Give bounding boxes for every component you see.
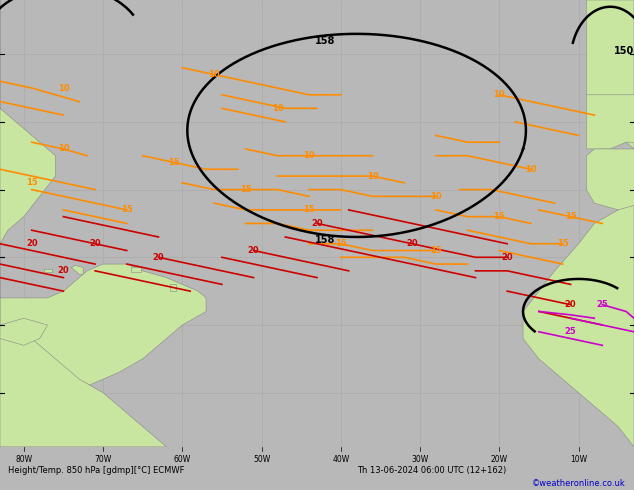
Text: 15: 15 bbox=[565, 212, 576, 221]
Polygon shape bbox=[586, 149, 634, 210]
Text: 15: 15 bbox=[121, 205, 133, 215]
Text: 10: 10 bbox=[430, 192, 442, 201]
Text: 10: 10 bbox=[208, 70, 220, 79]
Text: ©weatheronline.co.uk: ©weatheronline.co.uk bbox=[532, 479, 625, 488]
Text: 20: 20 bbox=[58, 267, 69, 275]
Text: 50W: 50W bbox=[253, 455, 270, 464]
Text: 30W: 30W bbox=[411, 455, 429, 464]
Text: 10: 10 bbox=[525, 165, 537, 174]
Text: 20: 20 bbox=[248, 246, 259, 255]
Text: 150: 150 bbox=[614, 46, 634, 56]
Text: 25: 25 bbox=[565, 327, 576, 336]
Text: 15: 15 bbox=[430, 246, 442, 255]
Text: 20: 20 bbox=[89, 239, 101, 248]
Text: 15: 15 bbox=[169, 158, 180, 167]
Polygon shape bbox=[171, 284, 176, 291]
Text: 15: 15 bbox=[557, 239, 569, 248]
Text: 10: 10 bbox=[303, 151, 315, 160]
Text: 20: 20 bbox=[565, 300, 576, 309]
Text: Height/Temp. 850 hPa [gdmp][°C] ECMWF: Height/Temp. 850 hPa [gdmp][°C] ECMWF bbox=[8, 466, 184, 475]
Polygon shape bbox=[0, 318, 48, 345]
Polygon shape bbox=[586, 95, 634, 149]
Text: 158: 158 bbox=[314, 36, 335, 46]
Polygon shape bbox=[131, 268, 141, 272]
Polygon shape bbox=[586, 0, 634, 156]
Text: 20W: 20W bbox=[491, 455, 508, 464]
Text: 20: 20 bbox=[501, 253, 513, 262]
Polygon shape bbox=[0, 0, 206, 447]
Text: 20: 20 bbox=[26, 239, 37, 248]
Text: 15: 15 bbox=[335, 239, 347, 248]
Text: Th 13-06-2024 06:00 UTC (12+162): Th 13-06-2024 06:00 UTC (12+162) bbox=[357, 466, 506, 475]
Text: 15: 15 bbox=[240, 185, 252, 194]
Text: 15: 15 bbox=[493, 212, 505, 221]
Text: 20: 20 bbox=[311, 219, 323, 228]
Text: 10: 10 bbox=[366, 172, 378, 180]
Text: 10W: 10W bbox=[570, 455, 587, 464]
Text: 80W: 80W bbox=[15, 455, 32, 464]
Text: 40W: 40W bbox=[332, 455, 349, 464]
Text: 158: 158 bbox=[314, 235, 335, 245]
Text: 60W: 60W bbox=[174, 455, 191, 464]
Polygon shape bbox=[523, 0, 634, 447]
Text: 10: 10 bbox=[58, 83, 69, 93]
Polygon shape bbox=[44, 270, 51, 272]
Text: 15: 15 bbox=[26, 178, 37, 187]
Text: 20: 20 bbox=[153, 253, 164, 262]
Text: 10: 10 bbox=[58, 145, 69, 153]
Polygon shape bbox=[0, 325, 167, 447]
Text: 15: 15 bbox=[303, 205, 315, 215]
Text: 10: 10 bbox=[493, 90, 505, 99]
Text: 20: 20 bbox=[406, 239, 418, 248]
Text: 25: 25 bbox=[597, 300, 608, 309]
Polygon shape bbox=[72, 266, 83, 274]
Text: 70W: 70W bbox=[94, 455, 112, 464]
Text: 10: 10 bbox=[271, 104, 283, 113]
